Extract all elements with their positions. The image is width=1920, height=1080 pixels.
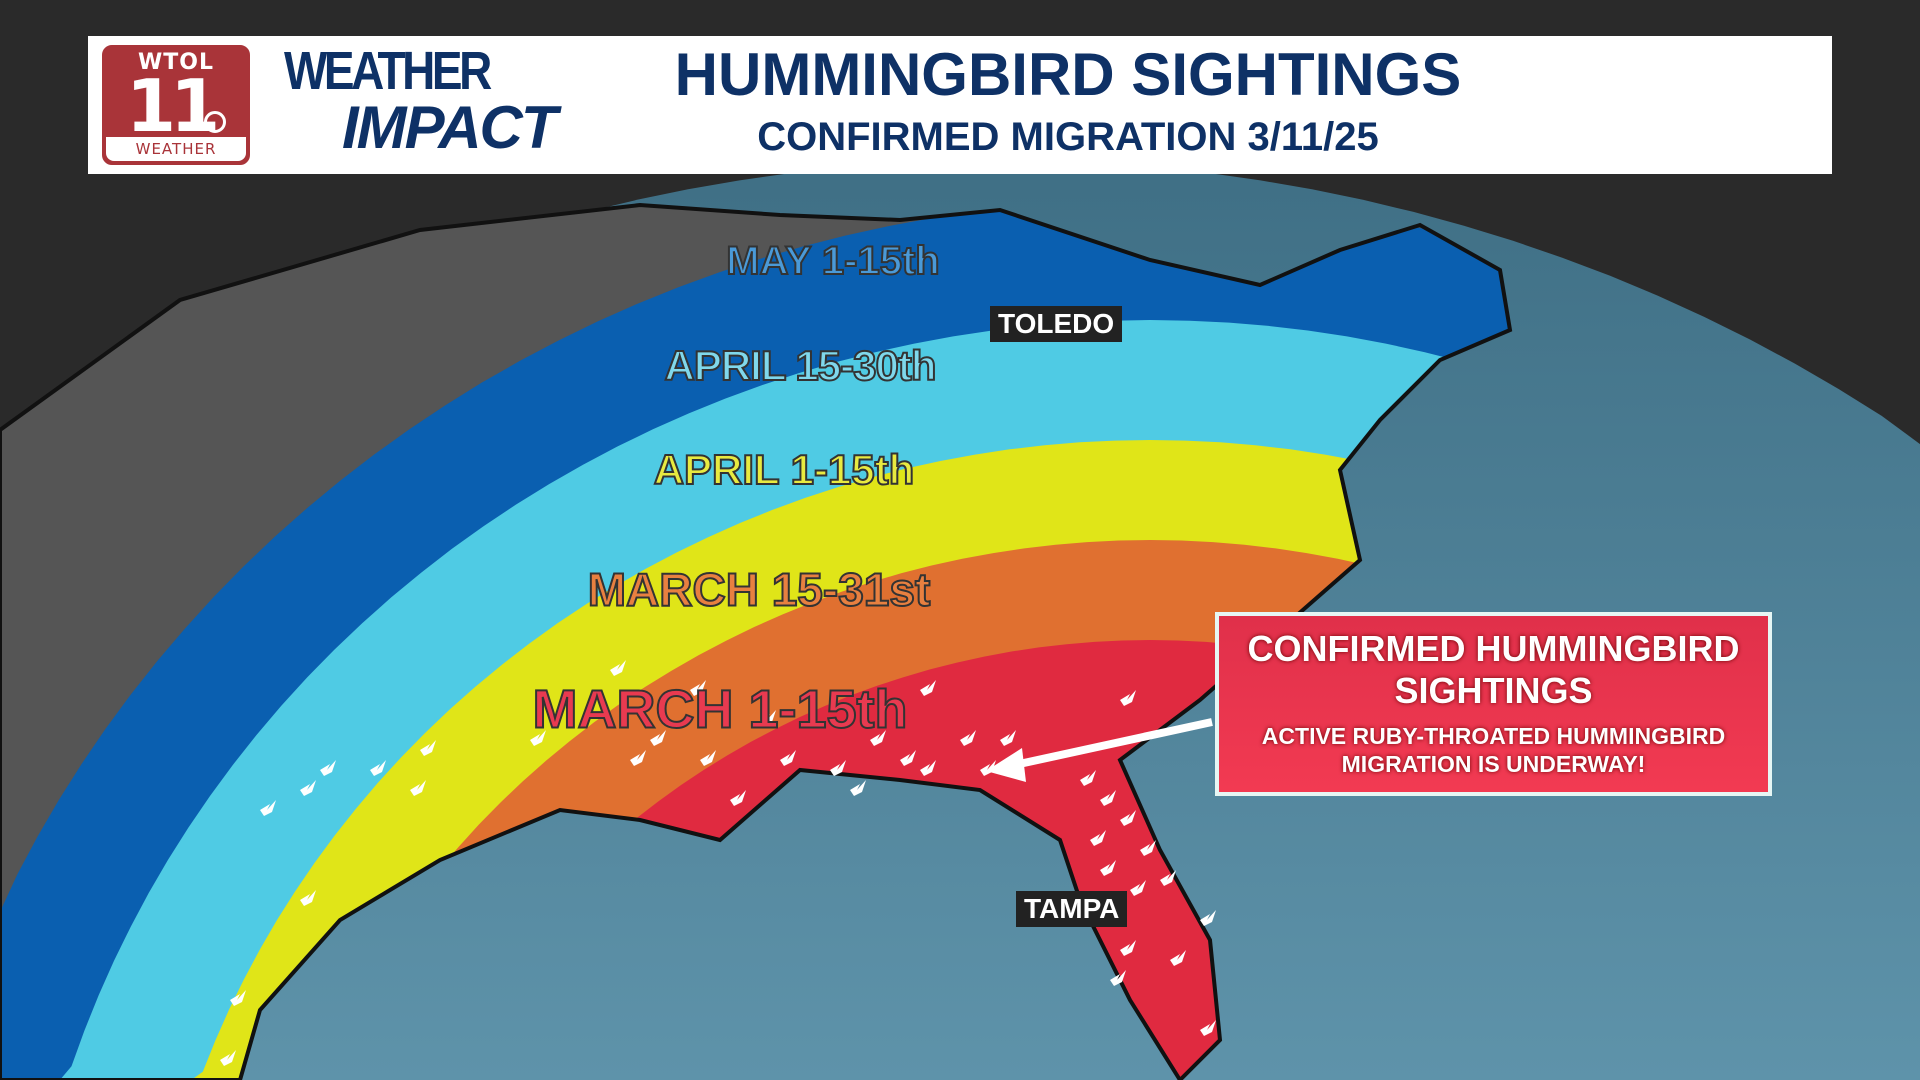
hummingbird-icon [1120, 940, 1136, 956]
weather-impact-logo: WEATHER IMPACT [284, 41, 558, 161]
hummingbird-icon [1160, 870, 1176, 886]
hummingbird-icon [320, 760, 336, 776]
pointer-arrow [986, 718, 1213, 782]
station-logo: WTOL 11 WEATHER [102, 45, 250, 165]
hummingbird-icon [1100, 790, 1116, 806]
hummingbird-icon [300, 780, 316, 796]
hummingbird-icon [690, 680, 706, 696]
hummingbird-icon [850, 780, 866, 796]
hummingbird-icon [1130, 880, 1146, 896]
hummingbird-icon [870, 730, 886, 746]
sightings-callout: CONFIRMED HUMMINGBIRD SIGHTINGS ACTIVE R… [1215, 612, 1772, 796]
hummingbird-icon [370, 760, 386, 776]
hummingbird-icon [1120, 690, 1136, 706]
hummingbird-icon [1140, 840, 1156, 856]
hummingbird-icon [1000, 730, 1016, 746]
hummingbird-icon [1080, 770, 1096, 786]
hummingbird-icon [420, 740, 436, 756]
hummingbird-icon [700, 750, 716, 766]
hummingbird-icon [920, 760, 936, 776]
hummingbird-icon [410, 780, 426, 796]
hummingbird-icon [730, 790, 746, 806]
hummingbird-icon [830, 760, 846, 776]
hummingbird-icon [260, 800, 276, 816]
hummingbird-icon [1170, 950, 1186, 966]
city-label-toledo: TOLEDO [990, 306, 1123, 342]
band-label-late-march: MARCH 15-31st [587, 563, 932, 616]
hummingbird-icon [920, 680, 936, 696]
hummingbird-icon [300, 890, 316, 906]
hummingbird-icon [230, 990, 246, 1006]
hummingbird-icon [1120, 810, 1136, 826]
hummingbird-icon [530, 730, 546, 746]
header-banner: WTOL 11 WEATHER WEATHER IMPACT HUMMINGBI… [88, 36, 1832, 174]
hummingbird-icon [630, 750, 646, 766]
hummingbird-icon [780, 750, 796, 766]
cbs-eye-icon [204, 111, 226, 133]
hummingbird-icon [1200, 910, 1216, 926]
band-label-may: MAY 1-15th [725, 238, 940, 284]
hummingbird-icon [610, 660, 626, 676]
coastline [0, 202, 1513, 1080]
hummingbird-icon [650, 730, 666, 746]
band-label-late-april: APRIL 15-30th [664, 341, 938, 389]
hummingbird-icon [220, 1050, 236, 1066]
hummingbird-icon [900, 750, 916, 766]
hummingbird-icon [760, 710, 776, 726]
page-title: HUMMINGBIRD SIGHTINGS [674, 41, 1462, 108]
band-label-early-march: MARCH 1-15th [531, 678, 908, 740]
hummingbird-icon [960, 730, 976, 746]
hummingbird-icon [1110, 970, 1126, 986]
hummingbird-icon [1100, 860, 1116, 876]
page-subtitle: CONFIRMED MIGRATION 3/11/25 [757, 115, 1379, 159]
hummingbird-icon [1200, 1020, 1216, 1036]
hummingbird-icon [1090, 830, 1106, 846]
band-label-early-april: APRIL 1-15th [653, 445, 916, 493]
city-label-tampa: TAMPA [1016, 891, 1128, 927]
